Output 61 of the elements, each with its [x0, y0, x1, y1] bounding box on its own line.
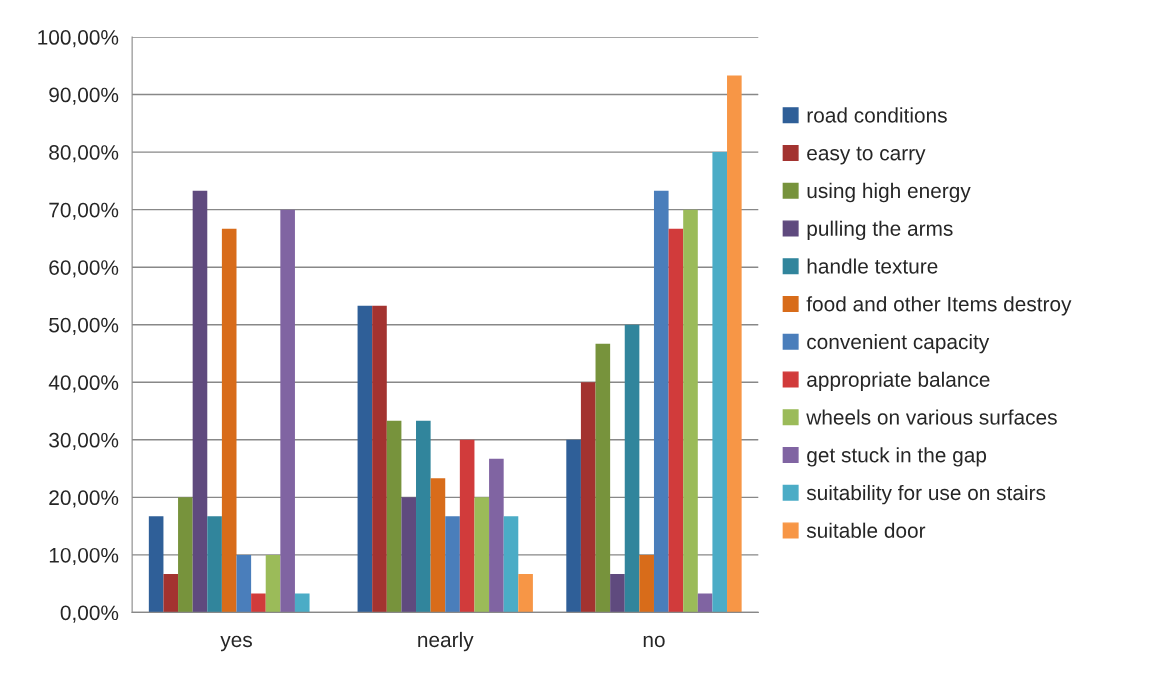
legend-label: food and other Items destroy [806, 296, 1072, 316]
legend-label: road conditions [807, 107, 947, 123]
bar [265, 554, 281, 613]
bar [386, 420, 402, 613]
y-tick-label: 30,00% [49, 432, 119, 451]
bar [221, 228, 237, 613]
bar [401, 497, 417, 613]
bar [445, 516, 460, 613]
legend-label: suitability for use on stairs [806, 484, 1046, 505]
bar [595, 343, 611, 613]
y-tick-label: 90,00% [49, 87, 119, 105]
y-tick-label: 80,00% [49, 145, 119, 163]
x-tick-label: no [643, 635, 665, 648]
bar [236, 554, 252, 613]
bar [580, 382, 596, 613]
bar [610, 573, 625, 613]
bar [697, 593, 713, 613]
legend-label: convenient capacity [807, 333, 990, 354]
bar [430, 478, 446, 613]
legend-label: using high energy [807, 182, 971, 203]
y-tick-label: 20,00% [49, 490, 119, 508]
bar [474, 497, 490, 613]
bar [683, 209, 698, 613]
bar [459, 439, 475, 613]
bar [639, 554, 654, 613]
bar [566, 439, 581, 613]
legend-label: pulling the arms [807, 220, 953, 241]
y-tick-label: 100,00% [38, 30, 119, 48]
bar [251, 593, 266, 613]
y-tick-label: 50,00% [49, 317, 119, 335]
bar [624, 324, 640, 613]
x-tick-label: nearly [418, 631, 474, 652]
legend-label: suitable door [806, 522, 926, 538]
bar [668, 228, 684, 613]
bar [357, 305, 373, 613]
y-tick-label: 70,00% [49, 202, 119, 220]
bar [518, 573, 533, 613]
bar [163, 573, 179, 613]
legend-label: get stuck in the gap [807, 447, 987, 467]
bar [207, 516, 222, 613]
y-tick-label: 0,00% [60, 605, 119, 623]
bar [489, 458, 504, 613]
bar [192, 190, 208, 613]
x-tick-label: yes [220, 635, 252, 652]
bar [712, 152, 728, 613]
y-tick-label: 10,00% [49, 547, 119, 566]
legend-label: easy to carry [807, 146, 926, 165]
bar [416, 420, 431, 613]
legend-label: appropriate balance [807, 371, 990, 392]
bar [727, 75, 742, 613]
y-tick-label: 40,00% [48, 375, 119, 393]
bar [148, 516, 164, 613]
bar [178, 497, 193, 613]
bar [372, 305, 387, 613]
bar [503, 516, 519, 613]
legend-label: wheels on various surfaces [806, 409, 1057, 425]
bar [280, 209, 295, 613]
bar [294, 593, 310, 613]
legend-label: handle texture [807, 258, 938, 274]
y-tick-label: 60,00% [49, 260, 119, 278]
bar [653, 190, 669, 613]
